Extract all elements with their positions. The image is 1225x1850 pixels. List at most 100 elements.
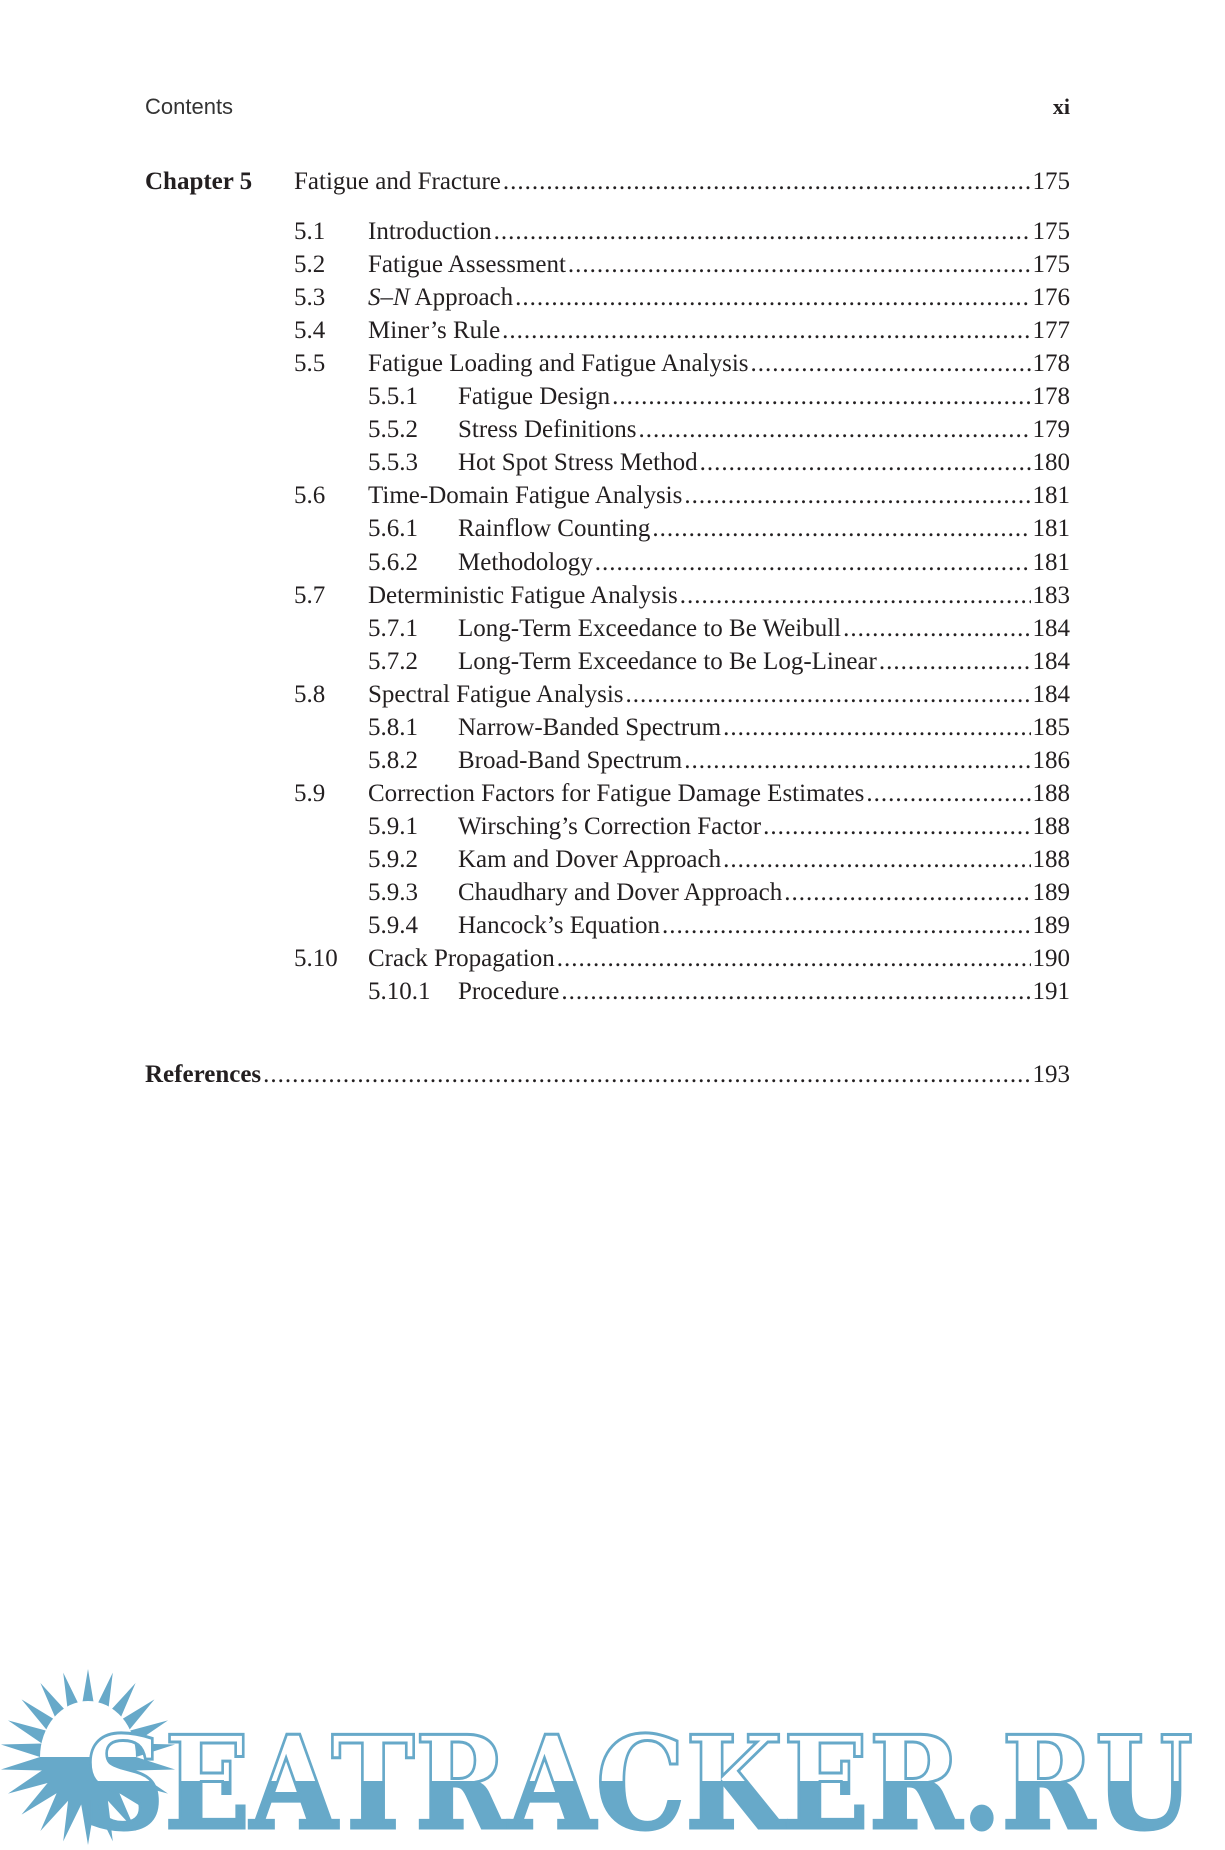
section-page: 184 [1032, 614, 1071, 642]
toc-entry[interactable]: 5.9.3 Chaudhary and Dover Approach 189 [0, 879, 1070, 912]
section-title: Correction Factors for Fatigue Damage Es… [368, 779, 865, 807]
dot-leader [684, 747, 1030, 775]
dot-leader [503, 168, 1031, 196]
section-page: 190 [1032, 945, 1071, 973]
section-title: Procedure [458, 978, 560, 1006]
section-title: Miner’s Rule [368, 317, 501, 345]
section-title: Deterministic Fatigue Analysis [368, 581, 678, 609]
section-title: Introduction [368, 218, 492, 245]
toc-entry[interactable]: 5.5.3 Hot Spot Stress Method 180 [0, 449, 1070, 482]
toc-entry[interactable]: 5.6.1 Rainflow Counting 181 [0, 515, 1070, 548]
references-page: 193 [1032, 1061, 1071, 1088]
chapter-page: 175 [1032, 168, 1071, 195]
section-title: Wirsching’s Correction Factor [458, 812, 762, 840]
watermark-text: SEATRACKER.RU [83, 1709, 1193, 1850]
section-page: 184 [1032, 647, 1071, 675]
toc-entry[interactable]: 5.8.1 Narrow-Banded Spectrum 185 [0, 714, 1070, 747]
dot-leader [502, 317, 1030, 345]
section-number: 5.8.1 [368, 713, 418, 741]
section-page: 188 [1032, 812, 1071, 840]
toc-entry[interactable]: 5.5.1 Fatigue Design 178 [0, 383, 1070, 416]
section-number: 5.9.3 [368, 879, 418, 906]
section-page: 183 [1032, 581, 1071, 609]
page-number: xi [1052, 94, 1070, 119]
dot-leader [866, 780, 1030, 808]
section-number: 5.9.4 [368, 912, 418, 940]
section-number: 5.5.1 [368, 383, 418, 411]
chapter-title: Fatigue and Fracture [294, 168, 501, 195]
section-title: Crack Propagation [368, 945, 555, 973]
section-page: 181 [1032, 515, 1071, 543]
toc-entry[interactable]: 5.7.1 Long-Term Exceedance to Be Weibull… [0, 615, 1070, 648]
section-title: Spectral Fatigue Analysis [368, 680, 624, 708]
toc-entry[interactable]: 5.9.1 Wirsching’s Correction Factor 188 [0, 813, 1070, 846]
dot-leader [612, 383, 1030, 411]
toc-entry[interactable]: 5.6 Time-Domain Fatigue Analysis 181 [0, 482, 1070, 515]
dot-leader [763, 813, 1030, 841]
section-page: 178 [1032, 383, 1071, 411]
toc-entry[interactable]: 5.7 Deterministic Fatigue Analysis 183 [0, 582, 1070, 615]
section-page: 175 [1032, 251, 1071, 279]
section-page: 178 [1032, 350, 1071, 378]
section-page: 177 [1032, 317, 1071, 345]
toc-entry[interactable]: 5.10 Crack Propagation 190 [0, 945, 1070, 978]
toc-chapter-row[interactable]: Chapter 5 Fatigue and Fracture 175 [0, 168, 1070, 201]
section-page: 186 [1032, 746, 1071, 774]
section-number: 5.5 [294, 350, 326, 378]
toc-entry[interactable]: 5.5.2 Stress Definitions 179 [0, 416, 1070, 449]
toc-entry[interactable]: 5.3 S–N Approach 176 [0, 284, 1070, 317]
section-number: 5.9.2 [368, 845, 418, 873]
section-page: 188 [1032, 845, 1071, 873]
section-title: S–N Approach [368, 284, 514, 312]
section-title: Kam and Dover Approach [458, 845, 722, 873]
toc-entry[interactable]: 5.2 Fatigue Assessment 175 [0, 251, 1070, 284]
section-title: Time-Domain Fatigue Analysis [368, 482, 683, 510]
dot-leader [723, 846, 1030, 874]
section-title: Narrow-Banded Spectrum [458, 713, 722, 741]
section-number: 5.10.1 [368, 978, 431, 1006]
toc-entry[interactable]: 5.5 Fatigue Loading and Fatigue Analysis… [0, 350, 1070, 383]
dot-leader [662, 912, 1030, 940]
toc-entry[interactable]: 5.7.2 Long-Term Exceedance to Be Log-Lin… [0, 648, 1070, 681]
toc-entry[interactable]: 5.6.2 Methodology 181 [0, 549, 1070, 582]
section-number: 5.9.1 [368, 812, 418, 840]
dot-leader [515, 284, 1030, 312]
toc-entry[interactable]: 5.8 Spectral Fatigue Analysis 184 [0, 681, 1070, 714]
toc-entry[interactable]: 5.1 Introduction 175 [0, 218, 1070, 251]
dot-leader [843, 615, 1030, 643]
section-page: 189 [1032, 912, 1071, 940]
dot-leader [557, 945, 1031, 973]
toc-entry[interactable]: 5.9 Correction Factors for Fatigue Damag… [0, 780, 1070, 813]
toc-entry[interactable]: 5.9.2 Kam and Dover Approach 188 [0, 846, 1070, 879]
section-page: 176 [1032, 284, 1071, 312]
dot-leader [751, 350, 1031, 378]
toc-entry[interactable]: 5.8.2 Broad-Band Spectrum 186 [0, 747, 1070, 780]
section-title: Fatigue Design [458, 383, 611, 411]
toc-entry[interactable]: 5.10.1 Procedure 191 [0, 978, 1070, 1011]
toc-references-row[interactable]: References 193 [0, 1061, 1070, 1094]
section-title: Chaudhary and Dover Approach [458, 879, 783, 906]
dot-leader [784, 879, 1030, 907]
references-title: References [145, 1061, 262, 1088]
seatracker-watermark-logo: SEATRACKER.RU [0, 1669, 1195, 1850]
section-number: 5.6.1 [368, 515, 418, 543]
section-page: 184 [1032, 680, 1071, 708]
section-title: Hot Spot Stress Method [458, 449, 698, 477]
section-number: 5.9 [294, 779, 326, 807]
sun-dome [40, 1701, 136, 1757]
dot-leader [700, 449, 1031, 477]
section-number: 5.1 [294, 218, 326, 245]
dot-leader [684, 482, 1030, 510]
dot-leader [568, 251, 1031, 279]
section-number: 5.8 [294, 680, 326, 708]
section-number: 5.5.3 [368, 449, 418, 477]
section-page: 180 [1032, 449, 1071, 477]
toc-entry[interactable]: 5.4 Miner’s Rule 177 [0, 317, 1070, 350]
dot-leader [263, 1061, 1030, 1089]
running-header-title: Contents [145, 94, 234, 119]
section-page: 179 [1032, 416, 1071, 444]
section-number: 5.8.2 [368, 746, 418, 774]
toc-entry[interactable]: 5.9.4 Hancock’s Equation 189 [0, 912, 1070, 945]
section-page: 191 [1032, 978, 1071, 1006]
section-number: 5.6.2 [368, 548, 418, 576]
